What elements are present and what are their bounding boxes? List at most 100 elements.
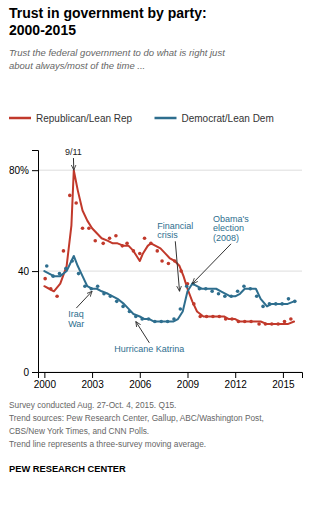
point: [179, 269, 183, 273]
y-tick: 80%: [9, 165, 38, 176]
legend-swatch: [9, 117, 31, 120]
point: [242, 284, 246, 288]
point: [155, 249, 159, 253]
y-tick-mark: [32, 271, 38, 272]
point: [138, 252, 142, 256]
legend-label: Republican/Lean Rep: [36, 113, 133, 124]
annotation: IraqWar: [68, 309, 84, 329]
point: [115, 300, 119, 304]
x-axis: 2000 2003 2006 2009 2012 2015: [34, 372, 303, 390]
point: [121, 305, 125, 309]
point: [128, 310, 132, 314]
point: [289, 317, 293, 321]
point: [274, 302, 278, 306]
x-tick-label: 2012: [225, 379, 248, 390]
point: [64, 267, 68, 271]
point: [270, 322, 274, 326]
point: [173, 259, 177, 263]
y-tick: 40: [18, 266, 38, 277]
x-tick-label: 2015: [272, 379, 295, 390]
x-tick-label: 2006: [129, 379, 152, 390]
point: [147, 317, 151, 321]
legend-label: Democrat/Lean Dem: [182, 113, 274, 124]
x-axis-line: [39, 373, 303, 379]
point: [179, 307, 183, 311]
legend-swatch: [155, 117, 177, 120]
annotation: 9/11: [65, 147, 82, 157]
point: [125, 242, 129, 246]
annotations: 9/11IraqWarHurricane KatrinaFinancialcri…: [65, 147, 249, 354]
point: [264, 322, 268, 326]
point: [229, 295, 233, 299]
x-tick-label: 2000: [34, 379, 57, 390]
subtitle: Trust the federal government to do what …: [9, 47, 225, 71]
annotation: Hurricane Katrina: [114, 344, 184, 354]
point: [237, 320, 241, 324]
points: [43, 194, 292, 326]
footnote: Trend line represents a three-survey mov…: [9, 439, 206, 449]
annotation-arrow: [136, 322, 150, 343]
x-tick: 2006: [129, 372, 152, 390]
point: [249, 320, 253, 324]
point: [96, 284, 100, 288]
point: [210, 289, 214, 293]
x-tick-mark: [187, 372, 188, 378]
point: [58, 272, 62, 276]
source: PEW RESEARCH CENTER: [9, 464, 126, 474]
point: [243, 320, 247, 324]
point: [167, 262, 171, 266]
point: [114, 234, 118, 238]
point: [198, 315, 202, 319]
point: [268, 302, 272, 306]
x-tick-mark: [140, 372, 141, 378]
point: [198, 287, 202, 291]
annotation-arrow: [76, 291, 92, 308]
x-tick: 2000: [34, 372, 57, 390]
point: [81, 226, 85, 230]
legend: Republican/Lean Rep Democrat/Lean Dem: [9, 113, 274, 124]
footnote: CBS/New York Times, and CNN Polls.: [9, 426, 149, 436]
point: [140, 317, 144, 321]
point: [172, 317, 176, 321]
point: [132, 249, 136, 253]
point: [109, 295, 113, 299]
point: [166, 320, 170, 324]
point: [62, 249, 66, 253]
annotation-arrow: [175, 241, 179, 291]
y-tick-mark: [32, 170, 38, 171]
point: [120, 244, 124, 248]
x-tick-label: 2009: [177, 379, 200, 390]
point: [280, 302, 284, 306]
point: [43, 277, 47, 281]
x-tick: 2012: [225, 372, 248, 390]
x-tick-mark: [92, 372, 93, 378]
title: Trust in government by party:2000-2015: [9, 5, 207, 38]
point: [276, 322, 280, 326]
point: [224, 317, 228, 321]
point: [255, 295, 259, 299]
point: [134, 315, 138, 319]
annotation: Obama'selection(2008): [213, 214, 249, 243]
point: [192, 302, 196, 306]
y-axis-line: [32, 151, 39, 373]
point: [51, 274, 55, 278]
point: [74, 201, 78, 205]
x-tick: 2015: [272, 372, 295, 390]
point: [287, 297, 291, 301]
x-tick: 2003: [81, 372, 104, 390]
point: [211, 315, 215, 319]
point: [257, 322, 261, 326]
grid-line: [38, 271, 302, 272]
y-tick: 0: [23, 367, 38, 378]
point: [49, 287, 53, 291]
point: [77, 272, 81, 276]
point: [89, 287, 93, 291]
annotation-arrow: [73, 158, 74, 170]
point: [83, 284, 87, 288]
y-tick-label: 80%: [9, 165, 29, 176]
point: [70, 259, 74, 263]
point: [45, 264, 49, 268]
y-tick-label: 40: [18, 266, 30, 277]
point: [223, 295, 227, 299]
point: [160, 259, 164, 263]
